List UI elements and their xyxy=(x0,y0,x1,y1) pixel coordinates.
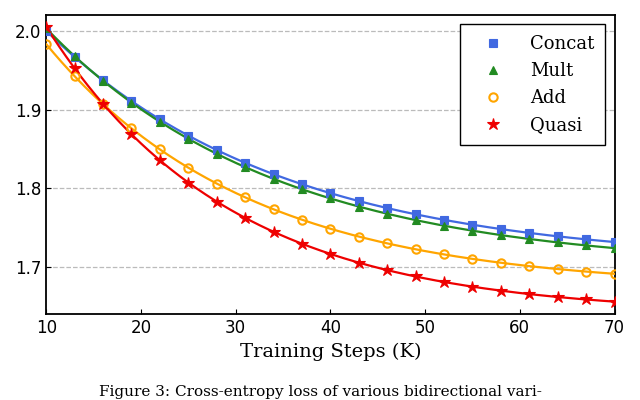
Add xyxy=(156,147,164,152)
Mult xyxy=(71,54,79,58)
Quasi xyxy=(383,268,391,272)
Line: Add: Add xyxy=(42,40,619,278)
Add xyxy=(127,126,135,131)
Concat xyxy=(468,222,476,227)
Line: Quasi: Quasi xyxy=(40,20,621,308)
Add xyxy=(582,269,590,274)
Mult xyxy=(611,246,618,250)
Concat xyxy=(554,234,561,239)
Add xyxy=(611,271,618,276)
Concat xyxy=(611,240,618,244)
Mult xyxy=(213,151,221,156)
Mult xyxy=(355,204,363,209)
Quasi xyxy=(213,199,221,204)
Mult xyxy=(184,136,192,141)
Concat xyxy=(497,227,505,232)
Quasi xyxy=(298,241,306,246)
Add xyxy=(241,195,249,200)
Add xyxy=(412,247,419,252)
Mult xyxy=(241,165,249,170)
Quasi xyxy=(184,180,192,185)
Mult xyxy=(497,233,505,238)
Line: Concat: Concat xyxy=(42,27,618,246)
Add xyxy=(383,241,391,246)
Concat xyxy=(71,55,79,60)
Quasi xyxy=(554,294,561,299)
Concat xyxy=(440,218,448,222)
Mult xyxy=(298,187,306,192)
Quasi xyxy=(269,229,277,234)
Add xyxy=(468,256,476,261)
Concat xyxy=(269,172,277,176)
Mult xyxy=(412,218,419,222)
Add xyxy=(497,260,505,265)
Quasi xyxy=(440,280,448,284)
Quasi xyxy=(326,252,334,256)
Mult xyxy=(554,240,561,245)
Add xyxy=(184,165,192,170)
Legend: Concat, Mult, Add, Quasi: Concat, Mult, Add, Quasi xyxy=(460,24,605,145)
Mult xyxy=(525,236,533,241)
Add xyxy=(355,234,363,239)
Mult xyxy=(582,243,590,248)
Concat xyxy=(412,212,419,217)
Quasi xyxy=(71,66,79,71)
Concat xyxy=(525,230,533,235)
Concat xyxy=(127,99,135,104)
Quasi xyxy=(611,299,618,304)
Mult xyxy=(42,26,50,31)
Concat xyxy=(99,78,107,83)
Mult xyxy=(127,100,135,105)
X-axis label: Training Steps (K): Training Steps (K) xyxy=(239,343,421,361)
Concat xyxy=(213,148,221,152)
Quasi xyxy=(355,260,363,265)
Add xyxy=(554,267,561,272)
Concat xyxy=(582,237,590,242)
Quasi xyxy=(99,102,107,106)
Add xyxy=(71,74,79,79)
Mult xyxy=(326,196,334,201)
Add xyxy=(213,181,221,186)
Add xyxy=(99,102,107,106)
Concat xyxy=(156,117,164,122)
Quasi xyxy=(42,24,50,29)
Add xyxy=(42,42,50,46)
Concat xyxy=(241,160,249,165)
Add xyxy=(525,264,533,268)
Quasi xyxy=(241,216,249,220)
Concat xyxy=(298,182,306,187)
Quasi xyxy=(497,288,505,293)
Quasi xyxy=(582,297,590,302)
Concat xyxy=(184,133,192,138)
Quasi xyxy=(156,158,164,163)
Concat xyxy=(42,28,50,33)
Text: Figure 3: Cross-entropy loss of various bidirectional vari-: Figure 3: Cross-entropy loss of various … xyxy=(99,385,541,399)
Line: Mult: Mult xyxy=(42,24,619,252)
Quasi xyxy=(468,284,476,289)
Mult xyxy=(468,228,476,233)
Mult xyxy=(156,119,164,124)
Mult xyxy=(440,223,448,228)
Mult xyxy=(269,176,277,181)
Quasi xyxy=(127,132,135,137)
Concat xyxy=(355,199,363,204)
Add xyxy=(326,226,334,231)
Add xyxy=(269,207,277,212)
Concat xyxy=(383,206,391,210)
Add xyxy=(440,252,448,257)
Concat xyxy=(326,191,334,196)
Quasi xyxy=(525,292,533,296)
Add xyxy=(298,217,306,222)
Mult xyxy=(99,78,107,83)
Mult xyxy=(383,211,391,216)
Quasi xyxy=(412,274,419,279)
